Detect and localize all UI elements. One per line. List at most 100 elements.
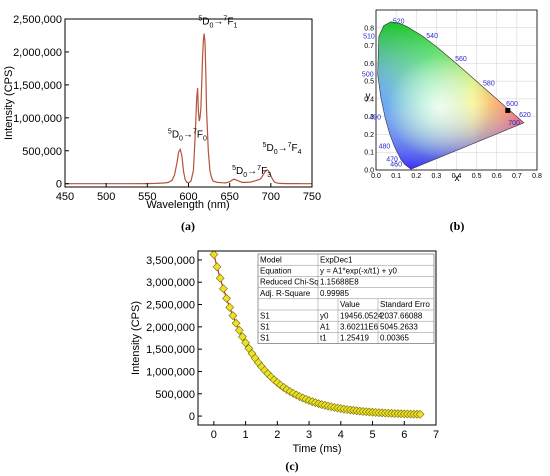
panel-c-table-key: Equation — [260, 267, 292, 276]
panel-c-data-point — [215, 273, 225, 283]
panel-c-ytick-label: 500,000 — [155, 389, 195, 401]
panel-c-data-point — [225, 302, 235, 312]
panel-b-ytick-label: 0.4 — [364, 96, 374, 103]
panel-b-xtick-label: 0.4 — [452, 173, 462, 180]
panel-c-ylabel: Intensity (CPS) — [130, 301, 142, 375]
panel-a-xtick-label: 700 — [262, 191, 280, 203]
panel-b-xtick-label: 0.1 — [391, 173, 401, 180]
panel-a-spectrum: 450 500 550 600 650 700 750 0 500,000 1,000,000 1… — [3, 14, 321, 233]
panel-c-caption: (c) — [285, 459, 298, 473]
panel-a-ytick-label: 1,500,000 — [13, 80, 62, 92]
panel-c-data-point — [218, 284, 228, 294]
panel-c-data-point — [209, 251, 219, 259]
panel-c-table-cell: 1.25419 — [340, 334, 369, 343]
panel-b-xtick-label: 0.2 — [411, 173, 421, 180]
panel-c-table-value: y = A1*exp(-x/t1) + y0 — [320, 267, 397, 276]
panel-b-wavelength-label: 580 — [483, 80, 495, 87]
panel-a-frame — [64, 18, 313, 188]
panel-a-xtick-label: 750 — [303, 191, 321, 203]
panel-b-wavelength-label: 700 — [508, 120, 520, 127]
panel-c-xtick-label: 5 — [369, 429, 375, 441]
panel-b-ytick-label: 0.1 — [364, 150, 374, 157]
panel-c-data-point — [222, 293, 231, 303]
panel-a-xlabel: Wavelength (nm) — [146, 199, 229, 211]
panel-b-ytick-label: 0.0 — [364, 168, 374, 175]
panel-b-xtick-label: 0.3 — [432, 173, 442, 180]
panel-b-ylabel: y — [366, 91, 371, 102]
panel-b-wavelength-label: 510 — [363, 34, 375, 41]
panel-b-wavelength-label: 600 — [506, 101, 518, 108]
panel-c-table-header: Standard Erro — [380, 300, 430, 309]
panel-a-ytick-label: 0 — [56, 179, 62, 191]
panel-c-ytick-label: 0 — [189, 411, 195, 423]
panel-a-ytick-label: 2,000,000 — [13, 47, 62, 59]
panel-c-data-point — [234, 325, 244, 335]
panel-c-data-point — [238, 332, 247, 342]
panel-c-table-key: Reduced Chi-Sq — [260, 278, 319, 287]
panel-c-data-point — [415, 409, 425, 419]
panel-c-table-cell: 2037.66088 — [380, 311, 423, 320]
panel-c-xlabel: Time (ms) — [292, 443, 341, 455]
panel-b-wavelength-label: 560 — [455, 56, 467, 63]
panel-b-ytick-label: 0.5 — [364, 79, 374, 86]
panel-c-table-cell: y0 — [320, 311, 329, 320]
panel-c-xtick-label: 4 — [338, 429, 344, 441]
panel-a-ytick-label: 2,500,000 — [13, 14, 62, 26]
panel-c-table-key: Adj. R-Square — [260, 289, 311, 298]
panel-b-wavelength-label: 500 — [362, 71, 374, 78]
panel-c-data-point — [269, 375, 279, 385]
panel-c-table-cell: A1 — [320, 323, 330, 332]
panel-c-ytick-label: 1,500,000 — [146, 344, 195, 356]
panel-c-table-key: Model — [260, 255, 282, 264]
panel-c-ytick-label: 1,000,000 — [146, 366, 195, 378]
panel-c-xtick-label: 7 — [433, 429, 439, 441]
panel-b-wavelength-label: 470 — [386, 157, 398, 164]
panel-a-ytick-label: 1,000,000 — [13, 113, 62, 125]
panel-b-ytick-label: 0.3 — [364, 114, 374, 121]
panel-a-transition-label: 5D0→7F1 — [198, 15, 237, 29]
panel-a-xtick-label: 450 — [56, 191, 74, 203]
panel-a-xtick-label: 600 — [179, 191, 197, 203]
panel-a-xtick-label: 500 — [97, 191, 115, 203]
panel-c-table-value: ExpDec1 — [320, 255, 353, 264]
panel-b-chromaticity-point — [505, 107, 511, 113]
panel-b-wavelength-label: 620 — [519, 112, 531, 119]
panel-c-xtick-label: 0 — [211, 429, 217, 441]
panel-b-spectral-locus — [377, 21, 525, 170]
panel-c-ytick-label: 2,500,000 — [146, 300, 195, 312]
panel-b-xtick-label: 0.8 — [532, 173, 542, 180]
panel-c-table-cell: S1 — [260, 311, 270, 320]
panel-c-decay: 0 1 2 3 4 5 6 7 0 500,000 1,000,000 1,500,000 2,000… — [130, 250, 439, 473]
panel-a-ylabel: Intensity (CPS) — [3, 66, 15, 140]
panel-c-table-value: 0.99985 — [320, 289, 349, 298]
panel-b-wavelength-label: 540 — [426, 33, 438, 40]
panel-a-transition-label: 5D0→7F3 — [232, 165, 271, 179]
panel-c-table-cell: S1 — [260, 334, 270, 343]
panel-b-caption: (b) — [450, 219, 465, 233]
panel-b-ytick-label: 0.7 — [364, 43, 374, 50]
panel-c-table-value: 1.15688E8 — [320, 278, 359, 287]
panel-a-transition-label: 5D0→7F4 — [263, 142, 302, 156]
panel-a-caption: (a) — [181, 219, 195, 233]
panel-a-xtick-label: 550 — [138, 191, 156, 203]
panel-a-xtick-label: 650 — [220, 191, 238, 203]
panel-c-xtick-label: 2 — [274, 429, 280, 441]
panel-b-wavelength-label: 520 — [393, 19, 405, 26]
panel-b-wavelength-label: 490 — [369, 115, 381, 122]
panel-c-table-cell: t1 — [320, 334, 327, 343]
panel-c-data-point — [241, 338, 251, 348]
panel-c-data-point — [228, 311, 238, 321]
panel-c-data-point — [212, 262, 222, 272]
panel-b-cie-diagram: 0.0 0.1 0.2 0.3 0.4 0.5 0.6 0.7 0.8 0.0 0.1 0.2 0.3 0… — [362, 9, 542, 233]
panel-c-table-cell: 19456.0524 — [340, 311, 383, 320]
panel-c-table-cell: 0.00365 — [380, 334, 409, 343]
panel-a-transition-label: 5D0→7F0 — [168, 129, 207, 143]
panel-a-ytick-label: 500,000 — [22, 146, 62, 158]
panel-c-ytick-label: 2,000,000 — [146, 322, 195, 334]
panel-b-xtick-label: 0.5 — [472, 173, 482, 180]
panel-c-table-cell: S1 — [260, 323, 270, 332]
panel-c-xtick-label: 3 — [306, 429, 312, 441]
panel-c-xtick-label: 1 — [243, 429, 249, 441]
panel-c-ytick-label: 3,000,000 — [146, 277, 195, 289]
